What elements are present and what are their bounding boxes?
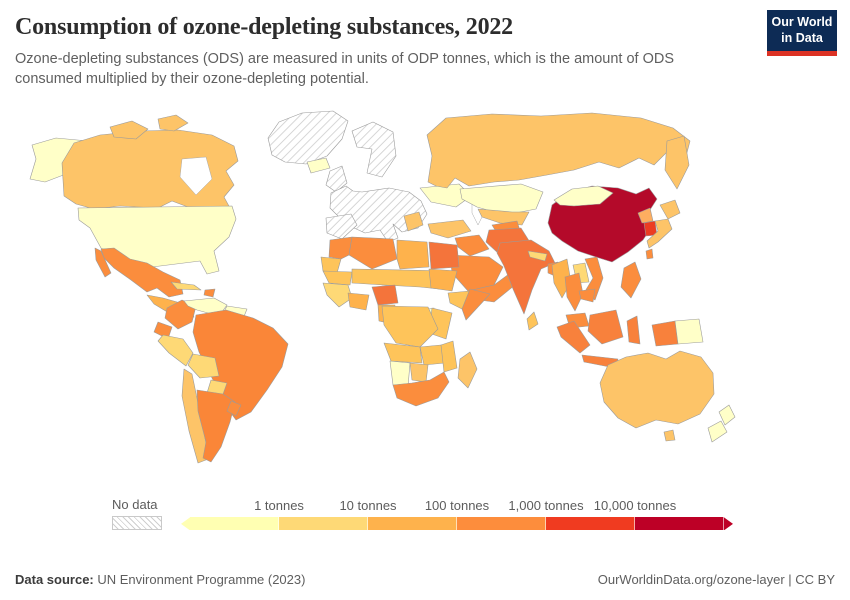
- no-data-swatch[interactable]: [112, 516, 162, 531]
- owid-logo-line1: Our World: [771, 15, 833, 29]
- legend-bin-4[interactable]: [546, 517, 635, 531]
- legend-bin-0[interactable]: [190, 517, 279, 531]
- legend-bin-2[interactable]: [368, 517, 457, 531]
- country-sudan[interactable]: [428, 269, 458, 292]
- country-colombia[interactable]: [164, 300, 197, 330]
- canada-arctic-island[interactable]: [157, 115, 189, 132]
- country-namibia[interactable]: [389, 361, 411, 388]
- region-syria-iraq[interactable]: [454, 235, 490, 257]
- country-nepal[interactable]: [527, 251, 548, 262]
- country-taiwan[interactable]: [645, 249, 654, 260]
- country-canada[interactable]: [61, 130, 239, 213]
- country-botswana[interactable]: [409, 363, 429, 383]
- region-iberia[interactable]: [325, 214, 358, 240]
- country-dr-congo[interactable]: [381, 306, 439, 348]
- chart-subtitle: Ozone-depleting substances (ODS) are mea…: [15, 50, 675, 88]
- country-australia[interactable]: [599, 351, 715, 429]
- legend-tick: 10 tonnes: [339, 498, 397, 514]
- indonesia-sumatra[interactable]: [556, 321, 591, 354]
- legend-bar-right-arrow[interactable]: [724, 517, 733, 531]
- legend-no-data: No data: [112, 497, 162, 531]
- region-western-sahara[interactable]: [320, 257, 342, 274]
- country-south-africa[interactable]: [392, 372, 450, 407]
- country-japan-south[interactable]: [646, 219, 673, 249]
- legend-tick: 1,000 tonnes: [508, 498, 584, 514]
- no-data-label: No data: [112, 497, 158, 513]
- region-west-africa[interactable]: [322, 283, 353, 308]
- license-link[interactable]: CC BY: [795, 572, 835, 587]
- country-mongolia[interactable]: [553, 186, 614, 207]
- page-title: Consumption of ozone-depleting substance…: [15, 14, 513, 40]
- country-turkey[interactable]: [427, 220, 472, 239]
- legend-tick: 1 tonnes: [254, 498, 304, 514]
- country-morocco[interactable]: [328, 237, 353, 260]
- country-uk[interactable]: [325, 166, 348, 193]
- legend-bar-left-arrow[interactable]: [181, 517, 190, 531]
- indonesia-borneo[interactable]: [587, 310, 624, 345]
- indonesia-sulawesi[interactable]: [626, 316, 641, 345]
- legend-bin-1[interactable]: [279, 517, 368, 531]
- country-somalia[interactable]: [461, 289, 491, 321]
- footer-credit: OurWorldinData.org/ozone-layer | CC BY: [598, 572, 835, 587]
- country-papua-new-guinea[interactable]: [674, 319, 704, 345]
- legend-color-bar: [181, 517, 733, 531]
- owid-logo[interactable]: Our World in Data: [767, 10, 837, 57]
- country-ukraine[interactable]: [419, 184, 472, 208]
- region-hispaniola[interactable]: [203, 289, 216, 298]
- data-source: Data source: UN Environment Programme (2…: [15, 572, 305, 587]
- legend-bin-5[interactable]: [635, 517, 724, 531]
- country-russia[interactable]: [426, 113, 691, 189]
- indonesia-west-papua[interactable]: [651, 321, 679, 347]
- data-source-value: UN Environment Programme (2023): [93, 572, 306, 587]
- country-cambodia[interactable]: [578, 289, 596, 303]
- country-peru[interactable]: [157, 335, 194, 367]
- data-source-label: Data source:: [15, 572, 94, 587]
- legend-scale: 1 tonnes 10 tonnes 100 tonnes 1,000 tonn…: [181, 498, 733, 531]
- chart-header: Consumption of ozone-depleting substance…: [0, 0, 850, 89]
- country-angola[interactable]: [383, 343, 423, 364]
- country-argentina[interactable]: [196, 390, 236, 463]
- australia-tasmania[interactable]: [663, 430, 676, 442]
- world-map: [0, 101, 850, 491]
- legend-tick: 10,000 tonnes: [593, 498, 677, 514]
- country-mexico[interactable]: [100, 248, 184, 298]
- region-scandinavia[interactable]: [351, 122, 397, 178]
- credit-link[interactable]: OurWorldinData.org/ozone-layer: [597, 572, 785, 587]
- legend-bin-3[interactable]: [457, 517, 546, 531]
- region-balkans[interactable]: [403, 212, 424, 232]
- canada-arctic-island[interactable]: [109, 121, 149, 140]
- new-zealand-south-island[interactable]: [707, 421, 728, 443]
- country-vietnam[interactable]: [583, 257, 604, 301]
- country-thailand[interactable]: [564, 273, 584, 312]
- hudson-bay-water: [179, 157, 213, 196]
- country-uruguay[interactable]: [226, 401, 242, 417]
- country-madagascar[interactable]: [457, 352, 478, 389]
- country-north-korea[interactable]: [637, 208, 654, 224]
- country-mauritania[interactable]: [322, 271, 353, 286]
- country-philippines[interactable]: [620, 262, 642, 299]
- country-sri-lanka[interactable]: [526, 312, 539, 331]
- country-iceland[interactable]: [306, 158, 331, 174]
- country-bolivia[interactable]: [187, 354, 220, 379]
- country-egypt[interactable]: [428, 242, 460, 270]
- credit-separator: |: [784, 572, 796, 587]
- russia-kamchatka[interactable]: [664, 136, 690, 190]
- owid-logo-line2: in Data: [781, 30, 823, 45]
- country-japan-north[interactable]: [659, 200, 681, 220]
- legend-tick-labels: 1 tonnes 10 tonnes 100 tonnes 1,000 tonn…: [181, 498, 733, 515]
- legend-tick: 100 tonnes: [424, 498, 490, 514]
- country-mozambique[interactable]: [440, 341, 458, 373]
- country-algeria[interactable]: [348, 237, 398, 270]
- mexico-baja[interactable]: [94, 248, 112, 278]
- chart-footer: Data source: UN Environment Programme (2…: [15, 572, 835, 587]
- country-cuba[interactable]: [170, 282, 202, 291]
- new-zealand-north-island[interactable]: [718, 405, 736, 426]
- country-libya[interactable]: [396, 240, 430, 270]
- region-ghana-ivory-coast[interactable]: [347, 293, 370, 311]
- country-greenland[interactable]: [267, 111, 349, 165]
- map-legend: No data 1 tonnes 10 tonnes 100 tonnes 1,…: [112, 497, 850, 531]
- country-nigeria[interactable]: [371, 285, 399, 306]
